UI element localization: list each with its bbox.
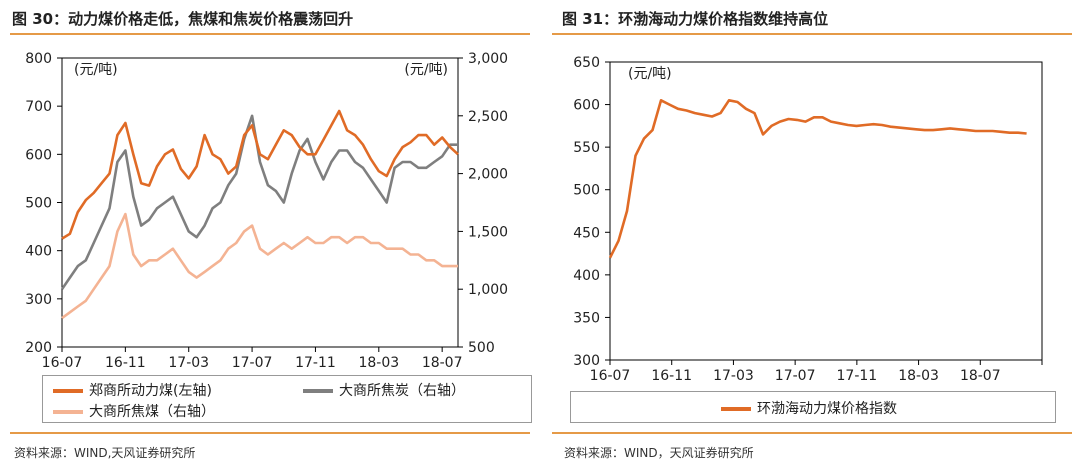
x-tick-label: 18-03	[358, 355, 399, 371]
y-axis-label: (元/吨)	[628, 66, 672, 82]
y-tick-label: 400	[573, 268, 600, 284]
chart-right: 300 350 400 450 500 550 600 650 16-07 16-11 17-03 1…	[573, 55, 1043, 384]
figure-title: 图 30：动力煤价格走低，焦煤和焦炭价格震荡回升	[12, 10, 354, 28]
legend-label: 大商所焦炭（右轴）	[339, 383, 465, 399]
y-right-axis-label: (元/吨)	[404, 62, 448, 78]
y-tick-label: 600	[573, 98, 600, 114]
y-left-tick-label: 200	[25, 340, 52, 356]
legend-swatch	[53, 410, 83, 414]
title-rule	[552, 33, 1072, 35]
legend-item: 大商所焦炭（右轴）	[303, 380, 465, 400]
x-tick-label: 17-07	[775, 368, 816, 384]
y-tick-label: 350	[573, 310, 600, 326]
source-rule	[552, 432, 1072, 434]
plot-frame	[61, 57, 459, 348]
x-tick-label: 18-03	[898, 368, 939, 384]
x-tick-label: 17-03	[168, 355, 209, 371]
y-left-tick-label: 600	[25, 147, 52, 163]
y-tick-label: 300	[573, 353, 600, 369]
legend-swatch	[721, 407, 751, 411]
x-tick-label: 17-11	[295, 355, 336, 371]
x-tick-label: 16-07	[42, 355, 83, 371]
y-left-axis-label: (元/吨)	[74, 62, 118, 78]
x-tick-label: 18-07	[422, 355, 463, 371]
legend-label: 大商所焦煤（右轴）	[89, 404, 215, 420]
series-line	[61, 109, 459, 240]
y-left-tick-label: 500	[25, 196, 52, 212]
title-rule	[10, 33, 530, 35]
y-left-tick-label: 400	[25, 244, 52, 260]
figure-31: 图 31：环渤海动力煤价格指数维持高位 300 350 400 450 500 550 60…	[552, 0, 1080, 465]
chart-left: 200 300 400 500 600 700 800 500 1,000 1,500 2,000 2…	[25, 51, 508, 371]
x-tick-label: 17-03	[713, 368, 754, 384]
legend-item: 大商所焦煤（右轴）	[53, 401, 215, 421]
source-rule	[10, 432, 530, 434]
legend-label: 郑商所动力煤(左轴)	[89, 383, 212, 399]
x-tick-label: 16-07	[590, 368, 631, 384]
legend-swatch	[53, 389, 83, 393]
y-tick-label: 500	[573, 183, 600, 199]
y-left-tick-label: 300	[25, 292, 52, 308]
y-right-tick-label: 1,500	[468, 224, 508, 240]
x-tick-label: 17-11	[837, 368, 878, 384]
y-left-tick-label: 700	[25, 99, 52, 115]
legend-left: 郑商所动力煤(左轴) 大商所焦炭（右轴） 大商所焦煤（右轴）	[42, 375, 532, 423]
y-right-tick-label: 500	[468, 340, 495, 356]
legend-label: 环渤海动力煤价格指数	[757, 401, 897, 417]
y-right-tick-label: 2,000	[468, 167, 508, 183]
figure-30: 图 30：动力煤价格走低，焦煤和焦炭价格震荡回升 200 300 400 500 600…	[0, 0, 532, 465]
x-tick-label: 16-11	[105, 355, 146, 371]
source-note: 资料来源：WIND，天风证券研究所	[564, 446, 754, 460]
legend-right: 环渤海动力煤价格指数	[570, 391, 1056, 423]
legend-item: 环渤海动力煤价格指数	[721, 398, 897, 418]
series-line	[61, 212, 458, 320]
y-tick-label: 550	[573, 140, 600, 156]
series-line	[608, 99, 1027, 259]
y-right-tick-label: 3,000	[468, 51, 508, 67]
x-tick-label: 18-07	[960, 368, 1001, 384]
plot-frame	[609, 61, 1043, 361]
y-right-tick-label: 2,500	[468, 109, 508, 125]
figure-title: 图 31：环渤海动力煤价格指数维持高位	[562, 10, 829, 28]
legend-swatch	[303, 389, 333, 393]
y-tick-label: 650	[573, 55, 600, 71]
y-left-tick-label: 800	[25, 51, 52, 67]
x-tick-label: 17-07	[232, 355, 273, 371]
source-note: 资料来源：WIND,天风证券研究所	[14, 446, 196, 460]
y-tick-label: 450	[573, 225, 600, 241]
legend-item: 郑商所动力煤(左轴)	[53, 380, 212, 400]
y-right-tick-label: 1,000	[468, 282, 508, 298]
series-line	[60, 114, 458, 290]
x-tick-label: 16-11	[651, 368, 692, 384]
